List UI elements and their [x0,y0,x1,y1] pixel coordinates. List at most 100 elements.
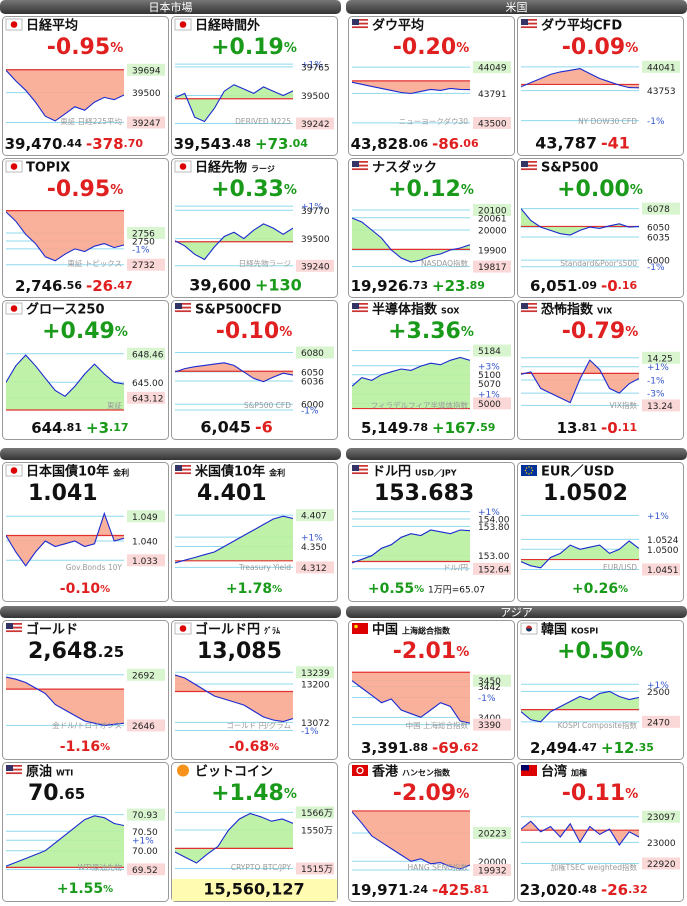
y-tick-label: +3% [478,362,500,372]
flag [525,467,528,469]
panel-subtitle: VIX [597,307,613,316]
price: 3,391.88 [361,739,428,757]
flag [352,26,368,29]
watermark: フィラデルフィア半導体指数 [371,400,469,410]
price-line [6,69,124,122]
y-tick-label: +1% [132,837,154,847]
y-tick-label: 152.64 [478,565,510,575]
panel: 韓国 KOSPI +1%2500 2470 KOSPI Composite指数 +0.50… [517,620,684,760]
panel-name: ゴールド [26,622,78,638]
area-fill [352,530,470,563]
change-percent: -0.10% [216,319,292,344]
panel-subtitle: 金利 [112,468,129,478]
change-percent: +1.55% [57,881,113,897]
y-tick-label: -1% [647,117,665,127]
chart [175,514,293,568]
panel-subtitle: KOSPI [571,627,598,636]
watermark: 東証 [107,400,122,410]
area-fill [175,675,293,722]
price: 43,828.06 [351,135,429,153]
area-fill [6,513,124,566]
panel-subtitle: SOX [441,307,460,316]
tick-label-box [127,863,165,876]
y-tick-label: 6035 [647,234,670,244]
change-percent: +0.26% [572,581,628,597]
price: 644.81 [31,419,82,437]
flag [352,623,368,634]
y-tick-label: 43500 [478,119,507,129]
panel-name: 日経先物 [195,160,247,176]
panel-name: S&P500 [541,161,598,176]
area-fill [352,218,470,262]
chart [352,66,470,124]
panel-name: ゴールド円 [195,622,260,638]
watermark: S&P500 CFD [244,401,291,410]
y-tick-label: 3390 [478,721,501,731]
chart [6,814,124,870]
panel-subtitle: 金利 [268,468,285,478]
change: +130 [255,276,302,295]
tick-label-box [473,397,511,410]
flag [352,310,368,313]
flag [521,303,528,309]
tick-label-box [127,258,165,271]
value: 2,648.25 [28,639,124,664]
area-fill [352,672,470,724]
watermark: 日経先物ラージ [239,258,292,268]
panel-name: 米国債10年 [195,464,265,480]
y-tick-label: -1% [647,263,665,273]
chart [175,205,293,267]
flag [6,623,13,629]
flag [6,623,22,625]
change: -6 [255,418,273,437]
y-tick-label: 23000 [647,839,676,849]
flag [6,628,22,631]
panel: 日経先物 ラージ +1%39770 39500 39240 日経先物ラージ +0.33% 39… [171,158,338,298]
y-tick-label: 1.033 [132,557,158,567]
chart [521,816,639,864]
change: -86.06 [432,135,479,153]
area-fill [175,84,293,122]
watermark: 東証 日経225平均 [60,116,122,126]
flag [6,765,13,771]
y-tick-label: 1.0451 [647,566,679,576]
flag [10,305,18,312]
flag [352,472,368,475]
panel: ダウ平均CFD 44041 43753 -1% NY DOW30 CFD -0.09% 43… [517,16,684,156]
area-fill [6,69,124,121]
y-tick-label: 70.50 [132,828,158,838]
change: -26.47 [86,277,133,295]
chart [352,810,470,871]
y-tick-label: 1550万 [301,827,333,837]
flag [6,624,22,627]
flag [521,161,528,167]
flag [6,772,22,775]
watermark: WTI原油先物 [78,862,123,872]
price-line [521,540,639,569]
tick-label-box [473,674,511,687]
tick-label-box [296,806,334,819]
flag [179,163,187,170]
flag [6,768,22,771]
flag [356,766,364,775]
flag [352,19,368,21]
price: 2,746.56 [15,277,82,295]
change-percent: -0.09% [562,35,638,60]
tick-label-box [642,563,680,576]
area-fill [6,815,124,868]
flag [521,164,537,167]
flag [175,468,191,471]
chart [6,69,124,123]
y-tick-label: 2750 [132,237,155,247]
panel-name: 日経平均 [26,18,78,34]
tick-label-box [642,399,680,412]
panel: 恐怖指数 VIX 14.25+1% -1% -3% 13.24 VIX指数 -0.79% 13.… [517,300,684,440]
flag [10,21,18,28]
change-percent: +3.36% [388,319,474,344]
change: +23.89 [432,277,485,295]
y-tick-label: 20100 [478,207,507,217]
price: 39,470.44 [5,135,83,153]
flag [352,20,368,23]
